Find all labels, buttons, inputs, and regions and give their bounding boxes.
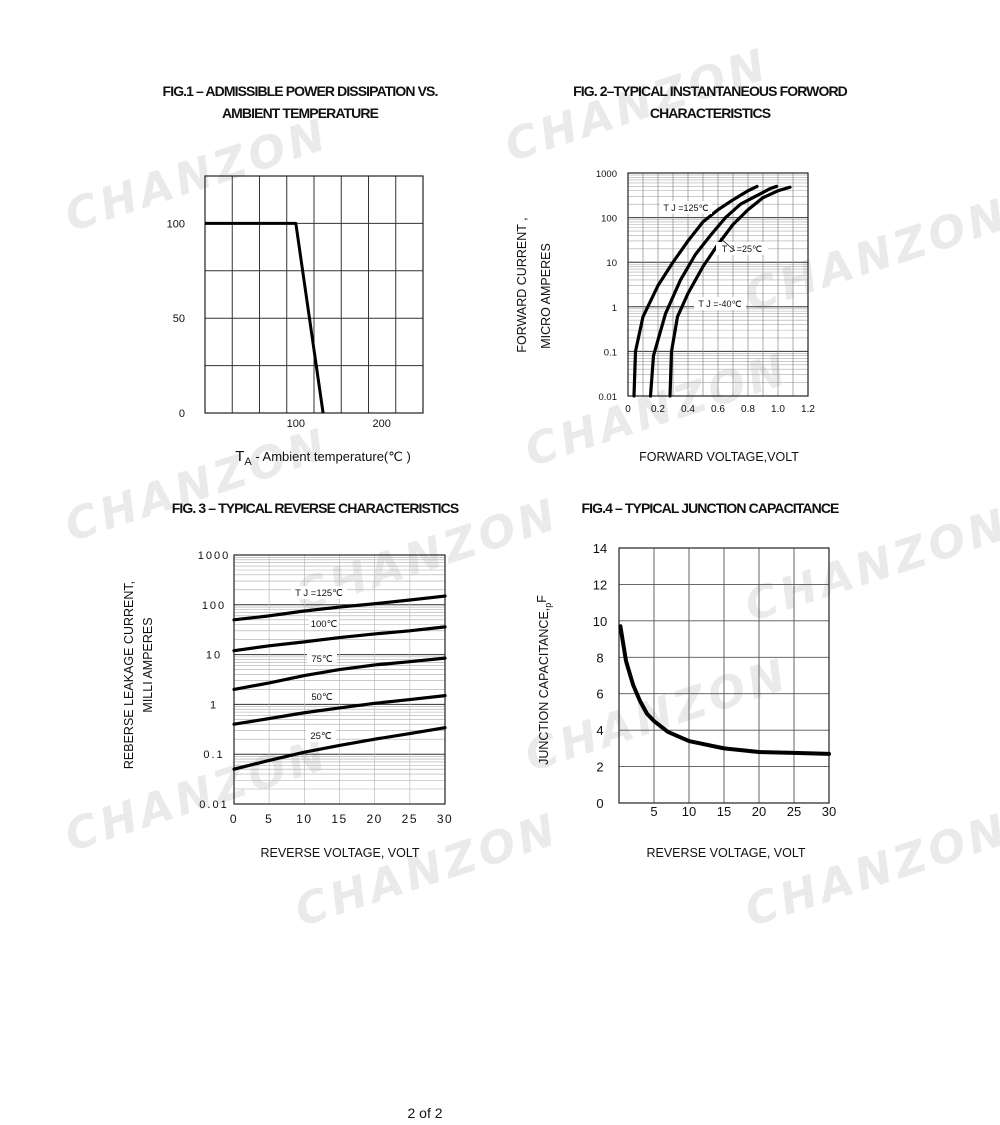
series-label: T J =-40℃ <box>698 299 741 309</box>
series-line <box>618 624 831 756</box>
series-label-bg <box>307 652 337 665</box>
x-tick-label: 25 <box>787 804 801 819</box>
fig2-plot <box>627 172 809 398</box>
x-tick-label: 30 <box>437 812 453 826</box>
y-tick-label: 4 <box>596 723 603 738</box>
x-tick-label: 0.8 <box>741 404 755 415</box>
fig1-title: FIG.1 – ADMISSIBLE POWER DISSIPATION VS.… <box>162 83 439 121</box>
x-axis-label: REVERSE VOLTAGE, VOLT <box>646 846 805 860</box>
series-label: 25℃ <box>310 731 332 742</box>
series-label-bg <box>291 586 347 599</box>
series-line <box>632 184 759 398</box>
x-tick-label: 5 <box>265 812 273 826</box>
series-line <box>232 625 447 653</box>
x-tick-label: 15 <box>331 812 347 826</box>
series-label-bg <box>306 729 336 742</box>
x-axis-label: TA - Ambient temperature(℃ ) <box>235 448 411 468</box>
y-tick-label: 1000 <box>198 550 230 562</box>
y-tick-label: 10 <box>606 258 617 269</box>
x-tick-label: 0.2 <box>651 404 665 415</box>
y-tick-label: 100 <box>167 218 185 230</box>
plot-frame <box>627 172 809 397</box>
y-axis-label: MICRO AMPERES <box>539 243 553 349</box>
x-tick-label: 30 <box>822 804 836 819</box>
y-tick-label: 2 <box>596 760 603 775</box>
x-tick-label: 0.6 <box>711 404 725 415</box>
series-label: T J =125℃ <box>295 588 343 599</box>
y-tick-label: 1000 <box>596 169 617 180</box>
y-tick-label: 0.1 <box>203 749 224 761</box>
leader-line <box>719 237 736 252</box>
series-line <box>232 694 447 726</box>
x-axis-label: REVERSE VOLTAGE, VOLT <box>260 846 419 860</box>
y-axis-label: MILLI AMPERES <box>141 617 155 712</box>
y-axis-label: FORWARD CURRENT , <box>515 217 529 352</box>
fig4-plot <box>618 547 831 804</box>
series-label: 75℃ <box>311 654 333 665</box>
y-axis-label: REBERSE LEAKAGE CURRENT, <box>122 581 136 769</box>
x-tick-label: 25 <box>402 812 418 826</box>
x-tick-label: 200 <box>372 418 390 430</box>
y-tick-label: 12 <box>593 577 607 592</box>
y-tick-label: 1 <box>210 699 218 711</box>
series-label-bg <box>309 617 339 630</box>
x-tick-label: 15 <box>717 804 731 819</box>
series-line <box>232 656 447 692</box>
x-tick-label: 0 <box>625 404 631 415</box>
series-label-bg <box>307 690 337 703</box>
fig1-plot <box>204 175 424 414</box>
series-label: 50℃ <box>311 692 333 703</box>
plot-frame <box>204 175 424 414</box>
y-tick-label: 8 <box>596 650 603 665</box>
series-label-bg <box>716 242 768 255</box>
fig3-title: FIG. 3 – TYPICAL REVERSE CHARACTERISTICS <box>171 500 459 516</box>
y-tick-label: 14 <box>593 541 607 556</box>
y-tick-label: 10 <box>593 614 607 629</box>
x-tick-label: 100 <box>287 418 305 430</box>
y-tick-label: 0.01 <box>599 392 618 403</box>
x-axis-label: FORWARD VOLTAGE,VOLT <box>639 450 799 464</box>
y-tick-label: 0 <box>179 408 185 420</box>
series-line <box>205 221 325 414</box>
page-number: 2 of 2 <box>407 1105 443 1121</box>
y-tick-label: 1 <box>612 303 617 314</box>
fig4-title: FIG.4 – TYPICAL JUNCTION CAPACITANCE <box>581 500 840 516</box>
x-tick-label: 10 <box>682 804 696 819</box>
x-tick-label: 1.0 <box>771 404 785 415</box>
series-label: T J =25℃ <box>722 244 762 254</box>
plot-frame <box>233 554 446 805</box>
x-tick-label: 0.4 <box>681 404 695 415</box>
y-tick-label: 10 <box>206 650 222 662</box>
y-tick-label: 0.01 <box>199 799 228 811</box>
series-label-bg <box>694 297 746 310</box>
y-tick-label: 0.1 <box>604 347 617 358</box>
x-tick-label: 1.2 <box>801 404 815 415</box>
fig2-title: FIG. 2–TYPICAL INSTANTANEOUS FORWORD CHA… <box>573 83 848 121</box>
x-tick-label: 20 <box>752 804 766 819</box>
y-tick-label: 100 <box>601 214 617 225</box>
y-tick-label: 6 <box>596 687 603 702</box>
y-tick-label: 50 <box>173 313 185 325</box>
series-line <box>232 594 447 622</box>
series-line <box>648 184 779 398</box>
x-tick-label: 20 <box>366 812 382 826</box>
x-tick-label: 5 <box>650 804 657 819</box>
plot-frame <box>618 547 830 804</box>
series-label: 100℃ <box>311 619 338 630</box>
series-label-bg <box>660 201 712 214</box>
y-tick-label: 100 <box>202 600 226 612</box>
fig3-plot <box>232 554 447 805</box>
y-tick-label: 0 <box>596 796 603 811</box>
series-label: T J =125℃ <box>663 203 708 213</box>
x-tick-label: 10 <box>296 812 312 826</box>
x-tick-label: 0 <box>230 812 238 826</box>
y-axis-label: JUNCTION CAPACITANCE,pF <box>535 595 553 765</box>
series-line <box>232 726 447 771</box>
